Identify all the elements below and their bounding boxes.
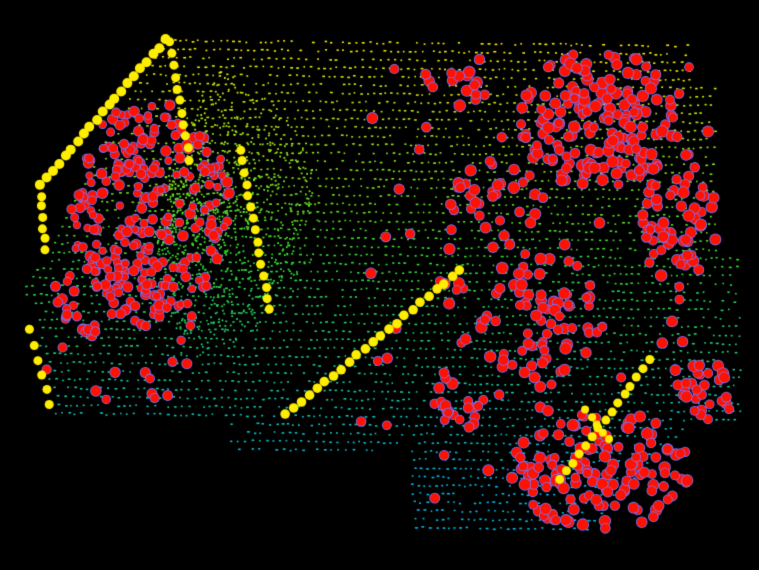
point-cloud-canvas[interactable] bbox=[0, 0, 759, 570]
point-cloud-viewport[interactable] bbox=[0, 0, 759, 570]
